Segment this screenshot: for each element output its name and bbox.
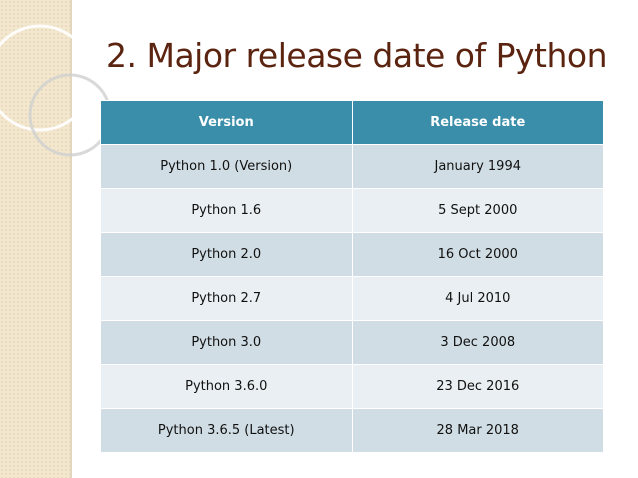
table-cell: 16 Oct 2000 [351,232,604,277]
table-row: Python 3.6.5 (Latest) 28 Mar 2018 [100,408,604,453]
table-cell: 28 Mar 2018 [351,408,604,453]
table-cell: Python 3.6.5 (Latest) [100,408,353,453]
table-cell: Python 3.0 [100,320,353,365]
ring [0,24,94,132]
table-cell: 5 Sept 2000 [351,188,604,233]
table-cell: Python 2.7 [100,276,353,321]
table-cell: Python 2.0 [100,232,353,277]
table-row: Python 1.0 (Version) January 1994 [100,144,604,189]
table-cell: Python 3.6.0 [100,364,353,409]
column-header: Release date [351,100,604,145]
slide-title: 2. Major release date of Python [106,36,608,75]
table-cell: January 1994 [351,144,604,189]
table-row: Python 2.0 16 Oct 2000 [100,232,604,277]
side-strip [0,0,70,478]
release-table: Version Release date Python 1.0 (Version)… [100,100,604,453]
table-row: Python 3.0 3 Dec 2008 [100,320,604,365]
table-row: Python 3.6.0 23 Dec 2016 [100,364,604,409]
table-cell: Python 1.6 [100,188,353,233]
column-header: Version [100,100,353,145]
header-row: Version Release date [100,100,604,145]
table-cell: Python 1.0 (Version) [100,144,353,189]
table-cell: 3 Dec 2008 [351,320,604,365]
table-row: Python 1.6 5 Sept 2000 [100,188,604,233]
table-cell: 23 Dec 2016 [351,364,604,409]
table-row: Python 2.7 4 Jul 2010 [100,276,604,321]
table-cell: 4 Jul 2010 [351,276,604,321]
